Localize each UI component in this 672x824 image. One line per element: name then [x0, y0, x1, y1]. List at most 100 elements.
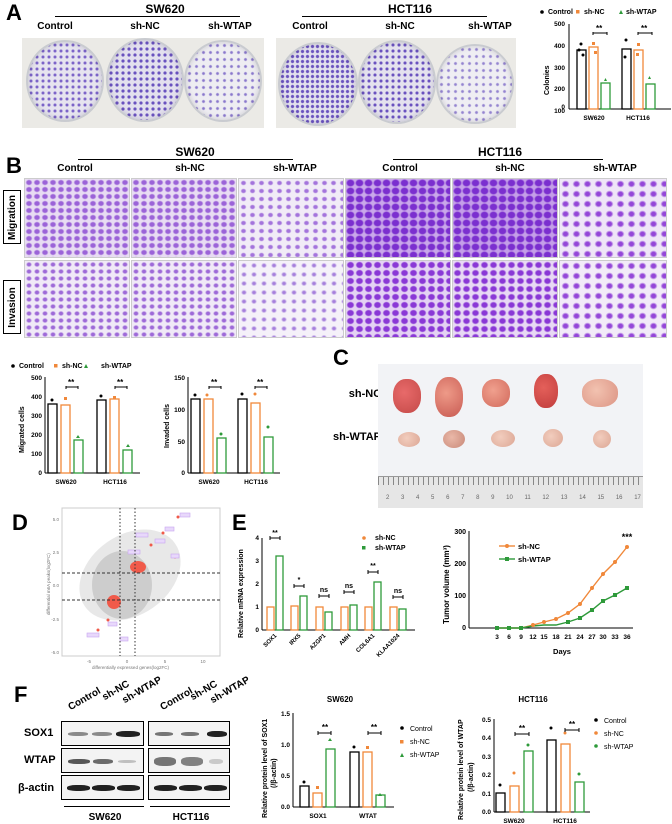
svg-text:0.5: 0.5	[281, 773, 290, 780]
svg-text:sh-WTAP: sh-WTAP	[604, 744, 634, 751]
svg-text:HCT116: HCT116	[103, 479, 127, 486]
svg-text:400: 400	[554, 43, 565, 50]
colony-plates-sw620	[22, 38, 264, 128]
svg-text:HCT116: HCT116	[553, 818, 577, 824]
b-label-shnc-2: sh-NC	[495, 163, 525, 174]
c-row-shwtap: sh-WTAP	[332, 431, 382, 443]
svg-text:12: 12	[529, 634, 537, 641]
svg-text:ns: ns	[320, 587, 328, 594]
svg-text:sh-NC: sh-NC	[62, 363, 83, 370]
invasion-sw620-shnc	[131, 260, 237, 338]
a-label-control: Control	[37, 21, 73, 32]
d-xlabel: differentially expressed genes(log2FC)	[92, 665, 169, 670]
tumor	[593, 430, 611, 448]
c-row-shnc: sh-NC	[348, 388, 382, 400]
svg-text:-5: -5	[87, 659, 91, 664]
invasion-sw620-control	[24, 260, 130, 338]
tumor	[393, 379, 421, 413]
blot-wtap-hct116	[148, 748, 230, 773]
svg-text:**: **	[641, 24, 648, 33]
svg-text:sh-NC: sh-NC	[518, 542, 541, 551]
svg-text:50: 50	[178, 439, 186, 446]
blot-wtap-sw620	[61, 748, 144, 773]
svg-text:15: 15	[540, 634, 548, 641]
svg-text:0: 0	[255, 627, 259, 634]
dish	[436, 44, 514, 124]
svg-text:Control: Control	[548, 9, 573, 16]
svg-text:sh-WTAP: sh-WTAP	[626, 9, 657, 16]
svg-text:HCT116: HCT116	[518, 695, 548, 704]
svg-text:sh-WTAP: sh-WTAP	[101, 363, 132, 370]
svg-text:0.3: 0.3	[482, 754, 491, 761]
tumor	[398, 432, 420, 447]
svg-text:**: **	[519, 724, 526, 733]
svg-text:2: 2	[255, 581, 259, 588]
blot-label-sox1: SOX1	[24, 727, 54, 739]
panel-letter-c: C	[333, 345, 349, 370]
svg-text:0: 0	[126, 659, 129, 664]
svg-text:SOX1: SOX1	[263, 633, 279, 649]
tumor	[443, 430, 465, 448]
svg-text:**: **	[371, 723, 378, 732]
svg-text:SW620: SW620	[503, 818, 525, 824]
migration-sw620-shwtap	[238, 178, 344, 258]
lane-label: Control	[158, 685, 195, 713]
svg-text:0.2: 0.2	[482, 772, 491, 779]
dish	[26, 40, 104, 122]
blot-actin-hct116	[148, 775, 230, 800]
svg-text:500: 500	[554, 21, 565, 28]
svg-text:**: **	[257, 378, 264, 387]
svg-text:2.5: 2.5	[53, 550, 60, 555]
svg-text:**: **	[211, 378, 218, 387]
b-label-shnc: sh-NC	[175, 163, 205, 174]
svg-text:Control: Control	[410, 726, 433, 733]
a-label-shwtap: sh-WTAP	[208, 21, 252, 32]
f-group-sw620: SW620	[88, 812, 122, 823]
svg-text:sh-WTAP: sh-WTAP	[518, 555, 551, 564]
migration-sw620-shnc	[131, 178, 237, 258]
svg-text:33: 33	[611, 634, 619, 641]
svg-text:sh-NC: sh-NC	[584, 9, 605, 16]
svg-text:3: 3	[255, 558, 259, 565]
invasion-hct116-shnc	[452, 260, 558, 338]
svg-text:**: **	[596, 24, 603, 33]
svg-text:*: *	[298, 577, 301, 584]
svg-text:150: 150	[174, 375, 185, 382]
b-rule-hct116	[393, 159, 603, 160]
svg-text:9: 9	[519, 634, 523, 641]
svg-text:SW620: SW620	[198, 479, 220, 486]
colony-plates-hct116	[276, 38, 516, 128]
svg-text:AMH: AMH	[339, 633, 353, 647]
panel-letter-b: B	[6, 153, 22, 178]
svg-text:**: **	[272, 530, 278, 537]
svg-text:0: 0	[561, 104, 565, 111]
svg-text:200: 200	[454, 561, 466, 568]
svg-text:27: 27	[588, 634, 596, 641]
svg-text:sh-NC: sh-NC	[410, 739, 430, 746]
svg-text:4: 4	[255, 535, 259, 542]
svg-text:***: ***	[622, 532, 633, 542]
svg-text:Control: Control	[19, 363, 44, 370]
svg-text:KLAA1024: KLAA1024	[376, 633, 402, 659]
svg-text:Days: Days	[553, 647, 571, 656]
blot-label-actin: β-actin	[18, 782, 55, 794]
svg-text:0.1: 0.1	[482, 791, 491, 798]
svg-text:0: 0	[38, 470, 42, 477]
tumor-photo: 2 3 4 5 6 7 8 9 10 11 12 13 14 15 16 17	[378, 364, 643, 508]
svg-text:0.4: 0.4	[482, 735, 491, 742]
b-group-sw620: SW620	[175, 145, 215, 159]
svg-text:6: 6	[507, 634, 511, 641]
svg-text:sh-WTAP: sh-WTAP	[410, 752, 440, 759]
svg-text:**: **	[370, 563, 376, 570]
svg-text:0.0: 0.0	[281, 804, 290, 811]
svg-text:sh-NC: sh-NC	[604, 731, 624, 738]
b-group-hct116: HCT116	[477, 145, 523, 159]
a-group-sw620: SW620	[145, 2, 185, 16]
svg-text:Control: Control	[604, 718, 627, 725]
svg-text:sh-NC: sh-NC	[375, 535, 396, 542]
svg-text:5: 5	[164, 659, 167, 664]
dish	[278, 42, 358, 126]
panel-letter-a: A	[6, 0, 22, 25]
